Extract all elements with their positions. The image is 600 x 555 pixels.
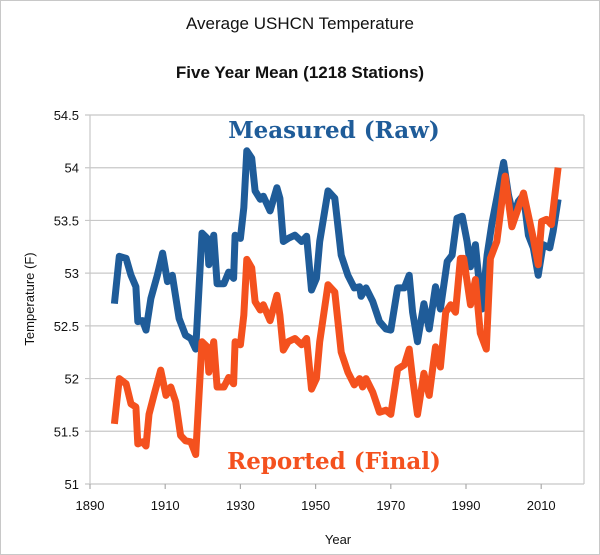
annotation-reported: Reported (Final) — [227, 448, 441, 475]
y-tick-label: 53.5 — [54, 213, 79, 228]
y-tick-label: 53 — [65, 266, 79, 281]
annotation-measured: Measured (Raw) — [228, 117, 440, 144]
x-tick-label: 1910 — [151, 498, 180, 513]
chart-title: Average USHCN Temperature — [186, 14, 414, 33]
x-tick-label: 2010 — [527, 498, 556, 513]
x-axis: 1890 1910 1930 1950 1970 1990 2010 — [76, 484, 556, 513]
series-reported-line — [110, 167, 562, 458]
series-measured-line — [110, 147, 562, 353]
y-axis-label: Temperature (F) — [22, 252, 37, 345]
x-axis-label: Year — [325, 532, 352, 547]
x-tick-label: 1970 — [376, 498, 405, 513]
y-tick-label: 51 — [65, 477, 79, 492]
y-tick-label: 54.5 — [54, 108, 79, 123]
y-tick-label: 51.5 — [54, 424, 79, 439]
x-tick-label: 1950 — [301, 498, 330, 513]
y-tick-label: 54 — [65, 161, 79, 176]
x-tick-label: 1890 — [76, 498, 105, 513]
series-lines — [110, 147, 562, 458]
x-tick-label: 1990 — [452, 498, 481, 513]
x-tick-label: 1930 — [226, 498, 255, 513]
chart-subtitle: Five Year Mean (1218 Stations) — [176, 63, 424, 82]
y-axis: 51 51.5 52 52.5 53 53.5 54 54.5 — [54, 108, 79, 492]
y-tick-label: 52 — [65, 372, 79, 387]
y-tick-label: 52.5 — [54, 319, 79, 334]
